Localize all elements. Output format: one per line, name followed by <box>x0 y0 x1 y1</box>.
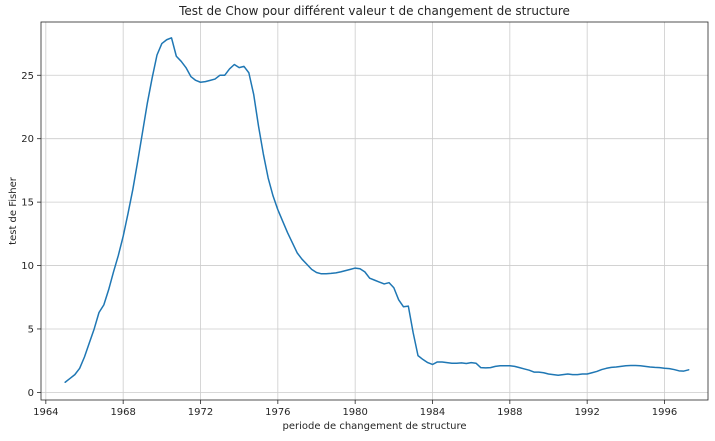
x-tick-label: 1972 <box>188 407 213 418</box>
y-axis: 0 5 10 15 20 25 <box>21 71 41 399</box>
y-tick-label: 5 <box>28 324 34 335</box>
x-tick-label: 1980 <box>342 407 367 418</box>
x-tick-label: 1964 <box>33 407 58 418</box>
y-tick-label: 20 <box>21 134 34 145</box>
plot-frame <box>40 21 709 401</box>
grid <box>41 22 708 400</box>
x-tick-label: 1996 <box>652 407 677 418</box>
y-tick-label: 15 <box>21 198 34 209</box>
series-line <box>64 37 690 383</box>
chart-title: Test de Chow pour différent valeur t de … <box>178 4 570 18</box>
x-tick-label: 1988 <box>497 407 522 418</box>
x-tick-label: 1992 <box>574 407 599 418</box>
x-axis: 1964 1968 1972 1976 1980 1984 1988 1992 1996 <box>33 400 677 418</box>
x-tick-label: 1968 <box>110 407 135 418</box>
y-tick-label: 10 <box>21 261 34 272</box>
x-axis-label: periode de changement de structure <box>282 421 466 432</box>
y-tick-label: 0 <box>28 388 34 399</box>
y-tick-label: 25 <box>21 71 34 82</box>
x-tick-label: 1984 <box>420 407 445 418</box>
y-axis-label: test de Fisher <box>8 176 19 245</box>
series-layer <box>64 37 690 383</box>
x-tick-label: 1976 <box>265 407 290 418</box>
